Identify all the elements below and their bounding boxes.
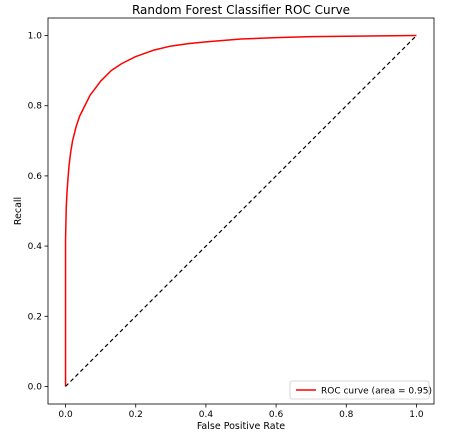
legend-label-roc: ROC curve (area = 0.95) bbox=[321, 387, 432, 397]
x-tick-label: 1.0 bbox=[409, 410, 424, 420]
y-axis: 0.0 0.2 0.4 0.6 0.8 1.0 bbox=[28, 32, 48, 392]
y-tick-label: 0.2 bbox=[28, 312, 42, 322]
x-axis: 0.0 0.2 0.4 0.6 0.8 1.0 bbox=[58, 404, 424, 420]
chart-title: Random Forest Classifier ROC Curve bbox=[132, 3, 350, 17]
y-tick-label: 0.0 bbox=[28, 382, 43, 392]
diagonal-reference-line bbox=[65, 35, 417, 387]
series-layer bbox=[64, 34, 417, 387]
roc-curve-line bbox=[64, 34, 417, 387]
y-tick-label: 0.6 bbox=[28, 172, 43, 182]
y-tick-label: 1.0 bbox=[28, 32, 43, 42]
x-tick-label: 0.4 bbox=[199, 410, 214, 420]
y-tick-label: 0.8 bbox=[28, 102, 43, 112]
y-tick-label: 0.4 bbox=[28, 242, 43, 252]
legend-box bbox=[289, 380, 430, 400]
x-tick-label: 0.6 bbox=[269, 410, 284, 420]
x-tick-label: 0.2 bbox=[129, 410, 143, 420]
x-tick-label: 0.8 bbox=[339, 410, 354, 420]
legend: ROC curve (area = 0.95) bbox=[289, 380, 432, 400]
x-axis-label: False Positive Rate bbox=[197, 421, 285, 432]
y-axis-label: Recall bbox=[13, 197, 24, 225]
x-tick-label: 0.0 bbox=[58, 410, 73, 420]
